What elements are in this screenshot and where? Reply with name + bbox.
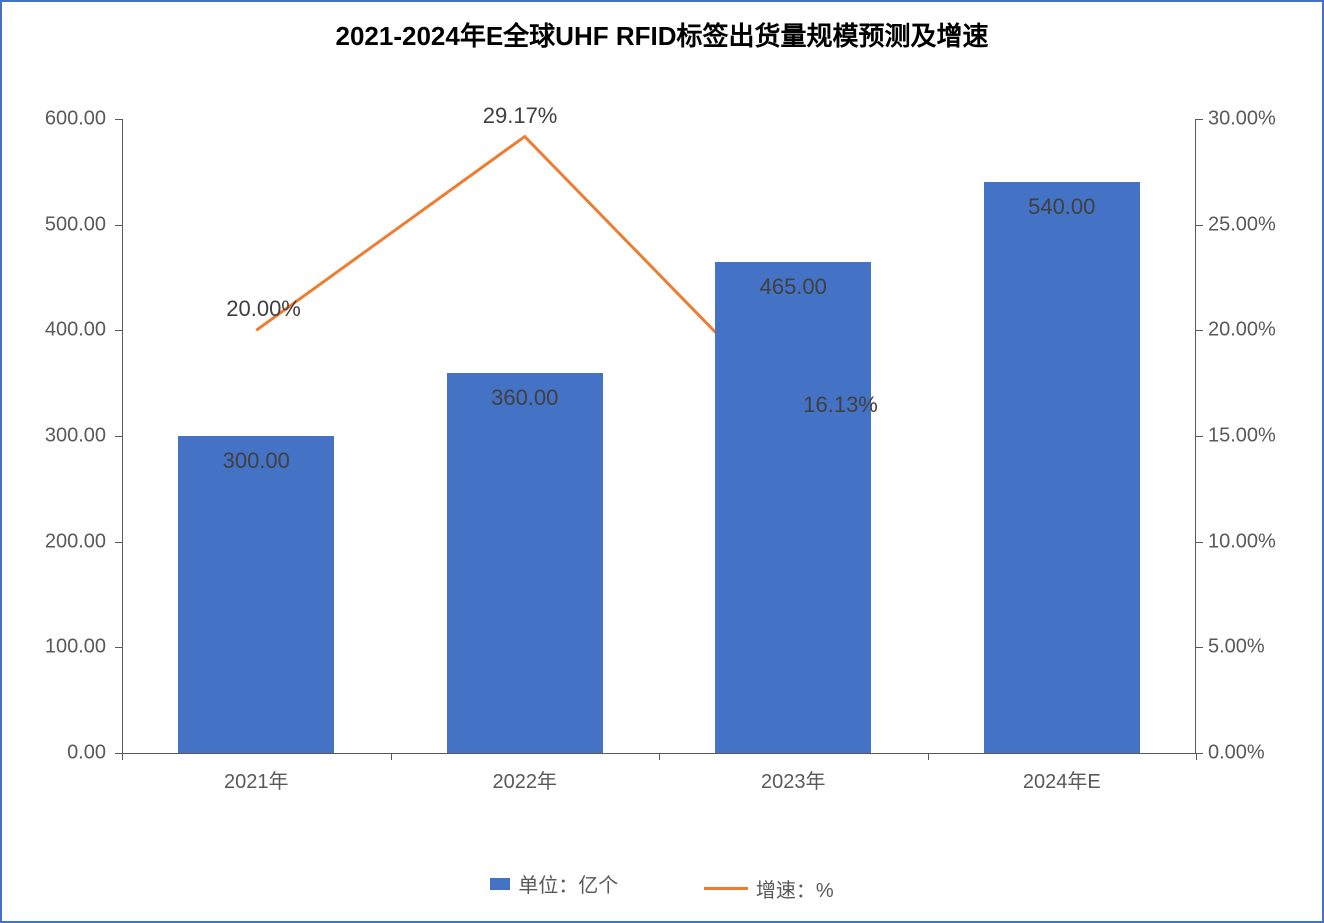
y1-tick-label: 100.00 bbox=[45, 636, 106, 659]
x-tick bbox=[659, 753, 660, 760]
chart-container: 2021-2024年E全球UHF RFID标签出货量规模预测及增速 0.00 10… bbox=[0, 0, 1324, 923]
y2-tick-label: 5.00% bbox=[1208, 636, 1265, 659]
bar-value-label: 540.00 bbox=[1028, 194, 1095, 220]
x-tick bbox=[391, 753, 392, 760]
y1-tick-label: 500.00 bbox=[45, 213, 106, 236]
x-category-label: 2024年E bbox=[1023, 765, 1101, 794]
y1-tick bbox=[115, 542, 122, 543]
x-category-label: 2022年 bbox=[493, 765, 558, 794]
y2-tick-label: 20.00% bbox=[1208, 319, 1276, 342]
y1-tick bbox=[115, 436, 122, 437]
x-tick bbox=[1196, 753, 1197, 760]
y2-tick bbox=[1196, 753, 1203, 754]
bar bbox=[715, 262, 871, 753]
y1-tick bbox=[115, 119, 122, 120]
y1-tick bbox=[115, 753, 122, 754]
legend-line-label: 增速：% bbox=[756, 874, 834, 903]
y1-tick-label: 600.00 bbox=[45, 108, 106, 131]
y1-tick bbox=[115, 330, 122, 331]
x-category-label: 2023年 bbox=[761, 765, 826, 794]
line-series bbox=[256, 137, 793, 413]
legend-bar-label: 单位：亿个 bbox=[518, 869, 618, 898]
line-value-label: 20.00% bbox=[226, 296, 301, 322]
y1-tick-label: 400.00 bbox=[45, 319, 106, 342]
line-value-label: 29.17% bbox=[483, 103, 558, 129]
legend-item-bars: 单位：亿个 bbox=[490, 869, 618, 898]
y2-tick bbox=[1196, 436, 1203, 437]
y1-tick-label: 0.00 bbox=[67, 742, 106, 765]
y2-tick-label: 15.00% bbox=[1208, 425, 1276, 448]
y2-tick-label: 0.00% bbox=[1208, 742, 1265, 765]
x-tick bbox=[928, 753, 929, 760]
bar bbox=[178, 436, 334, 753]
y1-tick-label: 300.00 bbox=[45, 425, 106, 448]
y2-tick bbox=[1196, 119, 1203, 120]
x-category-label: 2021年 bbox=[224, 765, 289, 794]
y2-tick-label: 30.00% bbox=[1208, 108, 1276, 131]
legend-swatch-bar bbox=[490, 878, 510, 890]
y1-tick bbox=[115, 225, 122, 226]
bar bbox=[447, 373, 603, 753]
y2-tick bbox=[1196, 330, 1203, 331]
legend-item-line: 增速：% bbox=[704, 874, 834, 903]
y2-tick bbox=[1196, 542, 1203, 543]
y1-tick bbox=[115, 647, 122, 648]
y2-tick bbox=[1196, 225, 1203, 226]
line-value-label: 16.13% bbox=[803, 392, 878, 418]
y2-tick bbox=[1196, 647, 1203, 648]
chart-title: 2021-2024年E全球UHF RFID标签出货量规模预测及增速 bbox=[2, 2, 1322, 59]
y2-tick-label: 10.00% bbox=[1208, 530, 1276, 553]
bar bbox=[984, 182, 1140, 753]
legend-swatch-line bbox=[704, 887, 748, 890]
bar-value-label: 465.00 bbox=[760, 274, 827, 300]
plot-wrap: 0.00 100.00 200.00 300.00 400.00 500.00 600.00… bbox=[2, 59, 1322, 863]
bar-value-label: 360.00 bbox=[491, 385, 558, 411]
y1-tick-label: 200.00 bbox=[45, 530, 106, 553]
x-tick bbox=[122, 753, 123, 760]
legend: 单位：亿个 增速：% bbox=[2, 863, 1322, 921]
bar-value-label: 300.00 bbox=[223, 448, 290, 474]
y2-tick-label: 25.00% bbox=[1208, 213, 1276, 236]
axis-line bbox=[122, 119, 123, 753]
